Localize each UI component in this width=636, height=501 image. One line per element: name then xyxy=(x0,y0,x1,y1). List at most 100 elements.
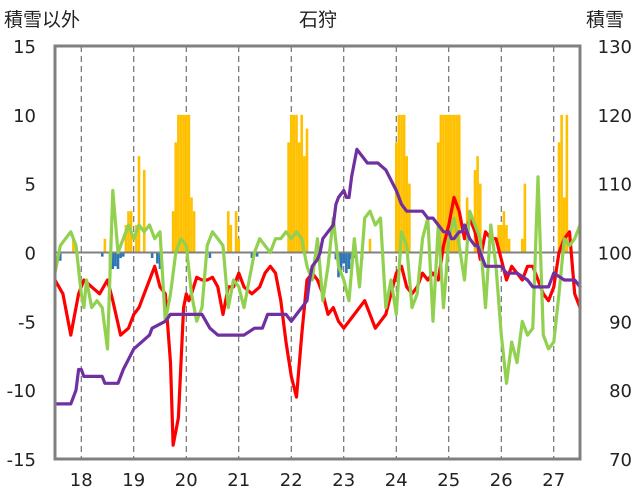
precip-bar xyxy=(345,252,348,274)
precip-bar xyxy=(405,156,409,253)
y-right-tick-label: 70 xyxy=(609,450,632,471)
y-right-tick-label: 90 xyxy=(609,312,632,333)
precip-bar xyxy=(452,114,456,253)
precip-bar xyxy=(505,224,508,253)
series-line-green xyxy=(53,175,582,385)
precip-bar xyxy=(342,252,346,264)
precip-bar xyxy=(234,211,238,253)
precip-bar xyxy=(250,252,254,259)
precip-bar xyxy=(447,114,451,253)
precip-bar xyxy=(177,114,180,253)
chart-title: 石狩 xyxy=(299,9,337,31)
precip-bar xyxy=(473,169,477,253)
y-right-tick-label: 130 xyxy=(598,37,632,58)
precip-bar xyxy=(237,238,241,253)
y-left-axis-label: 積雪以外 xyxy=(4,9,80,31)
precip-bar xyxy=(497,224,500,253)
precip-bar xyxy=(476,156,479,253)
y-left-tick-label: -5 xyxy=(18,312,36,333)
precip-bar xyxy=(124,224,128,253)
precip-bar xyxy=(305,128,309,253)
precip-bar xyxy=(135,224,138,253)
x-tick-label: 26 xyxy=(490,470,513,491)
precip-bar xyxy=(303,156,306,253)
precip-bar xyxy=(103,238,107,253)
x-tick-label: 19 xyxy=(122,470,145,491)
precip-bar xyxy=(127,211,130,253)
y-right-axis-label: 積雪 xyxy=(586,9,624,31)
precip-bar xyxy=(450,114,453,253)
precip-bar xyxy=(174,142,178,253)
y-left-tick-label: 5 xyxy=(25,175,36,196)
precip-bar xyxy=(287,142,290,253)
precip-bar xyxy=(150,252,154,259)
x-tick-label: 23 xyxy=(332,470,355,491)
line-layer xyxy=(53,147,582,447)
precip-bar xyxy=(368,238,372,253)
precip-bar xyxy=(300,114,304,253)
precip-bar xyxy=(58,252,62,261)
x-tick-label: 24 xyxy=(385,470,408,491)
precip-bar xyxy=(289,114,293,253)
y-right-tick-label: 100 xyxy=(598,244,632,265)
precip-bar xyxy=(297,142,301,253)
grid-layer xyxy=(80,46,555,459)
precip-bar xyxy=(111,252,115,270)
precip-bar xyxy=(119,252,122,259)
precip-bar xyxy=(142,169,146,253)
precip-bar xyxy=(557,142,561,253)
precip-bar xyxy=(121,252,125,257)
precip-bar xyxy=(408,183,411,253)
x-tick-label: 20 xyxy=(175,470,198,491)
precip-bar xyxy=(520,238,524,253)
precip-bar xyxy=(397,114,401,253)
precip-bar xyxy=(444,114,448,253)
y-left-tick-label: 0 xyxy=(25,244,36,265)
precip-bar xyxy=(184,114,188,253)
x-tick-label: 18 xyxy=(70,470,93,491)
precip-bar xyxy=(457,114,461,253)
x-tick-label: 22 xyxy=(280,470,303,491)
x-tick-label: 27 xyxy=(542,470,565,491)
precip-bar xyxy=(402,114,406,253)
x-tick-label: 25 xyxy=(437,470,460,491)
precip-bar xyxy=(560,114,563,253)
precip-bar xyxy=(502,211,506,253)
precip-bar xyxy=(400,114,403,253)
series-line-purple xyxy=(53,147,582,406)
bar-layer xyxy=(58,114,569,278)
x-tick-label: 21 xyxy=(227,470,250,491)
precip-bar xyxy=(507,238,511,253)
precip-bar xyxy=(565,114,569,253)
precip-bar xyxy=(114,252,117,267)
precip-bar xyxy=(442,114,445,253)
precip-bar xyxy=(499,224,503,253)
precip-bar xyxy=(255,252,259,257)
precip-bar xyxy=(116,252,120,270)
y-right-tick-label: 110 xyxy=(598,175,632,196)
y-left-tick-label: -15 xyxy=(7,450,36,471)
precip-bar xyxy=(137,156,141,253)
plot-frame xyxy=(53,44,582,461)
precip-bar xyxy=(523,183,527,253)
y-left-tick-label: 15 xyxy=(13,37,36,58)
precip-bar xyxy=(190,197,193,253)
precip-bar xyxy=(187,114,191,253)
precip-bar xyxy=(192,211,196,253)
y-right-tick-label: 120 xyxy=(598,106,632,127)
precip-bar xyxy=(229,224,233,253)
precip-bar xyxy=(158,252,162,270)
precip-bar xyxy=(394,142,398,253)
precip-bar xyxy=(455,114,458,253)
precip-bar xyxy=(226,211,230,253)
precip-bar xyxy=(339,252,343,271)
y-left-tick-label: 10 xyxy=(13,106,36,127)
precip-bar xyxy=(100,252,104,257)
y-right-tick-label: 80 xyxy=(609,381,632,402)
y-left-tick-label: -10 xyxy=(7,381,36,402)
precip-bar xyxy=(72,238,75,253)
precip-bar xyxy=(295,114,298,253)
precip-bar xyxy=(179,114,183,253)
precip-bar xyxy=(347,252,351,270)
